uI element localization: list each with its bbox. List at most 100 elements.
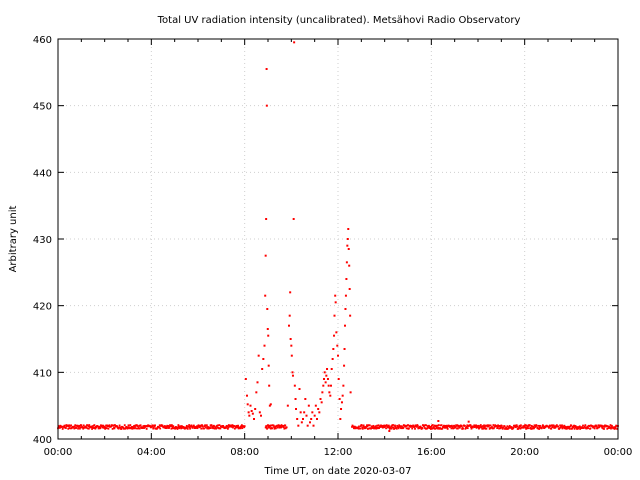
- data-point: [366, 424, 368, 427]
- data-point: [110, 425, 113, 428]
- data-point: [204, 424, 207, 427]
- data-point: [563, 427, 566, 430]
- data-point: [496, 426, 499, 429]
- data-point: [566, 427, 569, 430]
- data-point: [221, 426, 224, 428]
- data-point: [458, 426, 461, 429]
- data-point: [431, 427, 434, 430]
- data-point: [129, 424, 132, 426]
- x-tick-label: 08:00: [230, 447, 259, 458]
- data-point: [68, 424, 71, 427]
- data-point: [425, 424, 428, 427]
- data-point: [266, 427, 268, 430]
- data-point: [101, 424, 104, 427]
- data-point: [177, 425, 180, 428]
- data-point: [206, 427, 209, 430]
- data-point: [305, 414, 308, 417]
- data-point: [489, 424, 492, 427]
- data-point: [359, 425, 362, 427]
- data-point: [499, 425, 501, 427]
- data-point: [188, 424, 191, 426]
- data-point: [572, 426, 575, 429]
- data-point: [506, 428, 508, 430]
- data-point: [61, 428, 64, 430]
- data-point: [242, 425, 245, 428]
- data-point: [614, 427, 617, 430]
- data-point: [384, 425, 387, 427]
- data-point: [67, 425, 70, 428]
- data-point: [515, 424, 518, 427]
- data-point: [106, 424, 108, 427]
- data-point: [450, 424, 453, 427]
- data-point: [343, 364, 346, 367]
- data-point: [117, 427, 120, 430]
- data-point: [264, 254, 267, 257]
- data-point: [539, 424, 541, 427]
- data-point: [176, 428, 179, 430]
- data-point: [111, 427, 114, 430]
- data-point: [399, 425, 402, 428]
- data-point: [373, 427, 376, 430]
- data-point: [280, 424, 283, 426]
- data-point: [291, 371, 294, 374]
- data-point: [181, 426, 184, 429]
- data-point: [430, 425, 433, 428]
- data-point: [280, 426, 282, 429]
- y-tick-label: 420: [33, 302, 52, 313]
- data-point: [94, 427, 97, 430]
- data-point: [446, 427, 449, 430]
- data-point: [118, 424, 121, 427]
- data-point: [313, 414, 316, 417]
- data-point: [535, 424, 538, 426]
- data-point: [492, 427, 495, 430]
- data-point: [470, 427, 473, 430]
- data-point: [166, 424, 169, 427]
- data-point: [527, 427, 530, 430]
- data-point: [391, 426, 394, 429]
- data-point: [488, 424, 491, 427]
- data-point: [344, 308, 347, 310]
- data-point: [223, 427, 226, 430]
- data-point: [244, 378, 247, 380]
- data-point: [433, 424, 436, 427]
- data-point: [179, 426, 182, 429]
- data-point: [276, 424, 279, 427]
- data-point: [196, 427, 199, 430]
- data-point: [205, 426, 207, 429]
- data-point: [482, 426, 485, 428]
- data-point: [332, 348, 335, 350]
- data-point: [214, 426, 217, 429]
- data-point: [458, 425, 461, 428]
- data-point: [506, 425, 509, 428]
- data-point: [236, 426, 239, 429]
- data-point: [310, 418, 313, 420]
- data-point: [80, 424, 83, 427]
- data-point: [389, 427, 392, 429]
- data-point: [362, 424, 365, 427]
- data-point: [393, 427, 396, 430]
- data-point: [598, 426, 601, 428]
- data-point: [392, 426, 395, 429]
- data-point: [113, 427, 116, 430]
- data-point: [230, 425, 233, 428]
- data-point: [101, 426, 104, 429]
- data-point: [435, 426, 438, 428]
- data-point: [291, 374, 294, 377]
- data-point: [86, 424, 89, 427]
- data-point: [559, 424, 562, 427]
- data-point: [379, 426, 382, 428]
- data-point: [406, 427, 409, 430]
- data-point: [338, 398, 341, 400]
- data-point: [434, 427, 436, 430]
- data-point: [503, 425, 506, 428]
- data-point: [116, 425, 119, 428]
- data-point: [594, 425, 597, 428]
- data-point: [584, 424, 587, 427]
- data-point: [397, 426, 400, 428]
- data-point: [333, 314, 336, 317]
- data-point: [145, 427, 148, 430]
- data-point: [211, 427, 213, 429]
- data-point: [274, 425, 277, 428]
- data-point: [426, 427, 429, 430]
- data-point: [258, 411, 261, 414]
